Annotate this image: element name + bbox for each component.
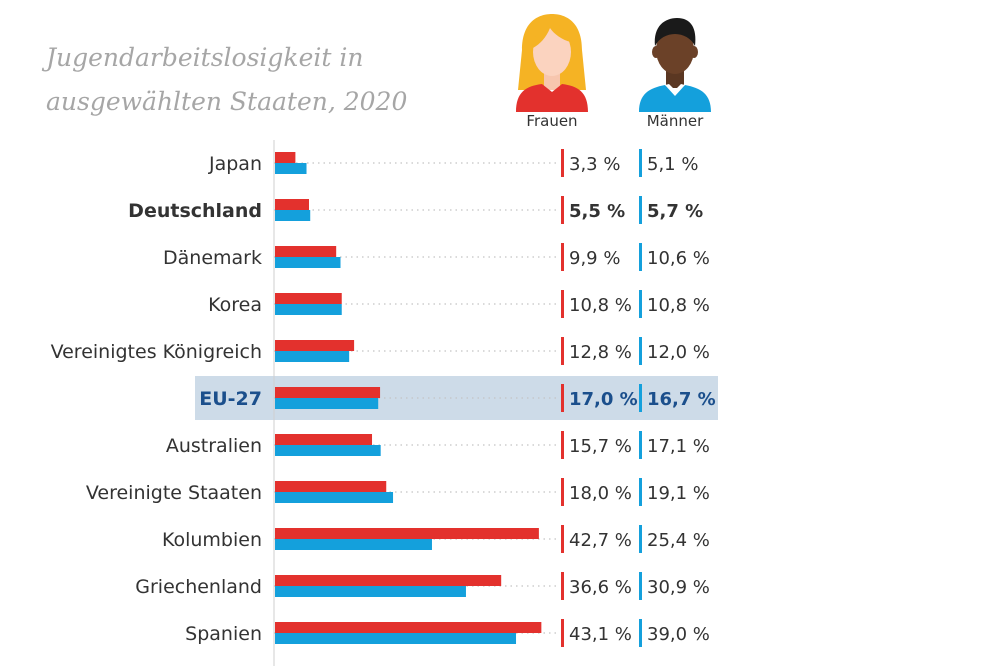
value-label-frauen: 43,1 % [569, 624, 632, 645]
category-label: Vereinigte Staaten [86, 482, 262, 504]
marker-frauen [561, 478, 564, 506]
value-label-frauen: 42,7 % [569, 530, 632, 551]
value-label-frauen: 10,8 % [569, 295, 632, 316]
value-label-maenner: 5,7 % [647, 201, 703, 222]
value-label-maenner: 19,1 % [647, 483, 710, 504]
marker-maenner [639, 337, 642, 365]
bar-maenner [275, 633, 517, 644]
bar-maenner [275, 445, 381, 456]
marker-maenner [639, 196, 642, 224]
legend-men-label: Männer [646, 112, 704, 130]
value-label-frauen: 15,7 % [569, 436, 632, 457]
bar-maenner [275, 304, 342, 315]
bar-maenner [275, 257, 341, 268]
marker-frauen [561, 149, 564, 177]
value-label-maenner: 12,0 % [647, 342, 710, 363]
value-label-frauen: 3,3 % [569, 154, 620, 175]
marker-frauen [561, 337, 564, 365]
value-label-frauen: 36,6 % [569, 577, 632, 598]
value-label-maenner: 10,6 % [647, 248, 710, 269]
bar-frauen [275, 622, 542, 633]
bar-maenner [275, 539, 432, 550]
marker-frauen [561, 431, 564, 459]
category-label: Australien [166, 435, 262, 457]
marker-maenner [639, 290, 642, 318]
marker-maenner [639, 619, 642, 647]
marker-frauen [561, 243, 564, 271]
bar-maenner [275, 398, 379, 409]
bar-frauen [275, 387, 381, 398]
bar-frauen [275, 152, 296, 163]
category-label: Deutschland [128, 200, 262, 222]
bar-maenner [275, 351, 350, 362]
value-label-frauen: 12,8 % [569, 342, 632, 363]
bar-maenner [275, 492, 394, 503]
marker-frauen [561, 619, 564, 647]
chart-title-line-2: ausgewählten Staaten, 2020 [46, 87, 408, 116]
value-label-frauen: 9,9 % [569, 248, 620, 269]
bar-frauen [275, 481, 387, 492]
bar-frauen [275, 293, 342, 304]
bar-frauen [275, 246, 337, 257]
category-label: Kolumbien [162, 529, 262, 551]
value-label-frauen: 17,0 % [569, 389, 638, 410]
marker-frauen [561, 572, 564, 600]
marker-maenner [639, 431, 642, 459]
bar-maenner [275, 586, 466, 597]
marker-maenner [639, 243, 642, 271]
chart-title: Jugendarbeitslosigkeit in ausgewählten S… [46, 36, 466, 124]
marker-maenner [639, 384, 642, 412]
marker-maenner [639, 572, 642, 600]
value-label-frauen: 18,0 % [569, 483, 632, 504]
marker-frauen [561, 525, 564, 553]
category-label: Japan [208, 153, 262, 175]
woman-avatar-icon [516, 14, 588, 112]
value-label-maenner: 17,1 % [647, 436, 710, 457]
bar-frauen [275, 434, 373, 445]
category-label: Spanien [185, 623, 262, 645]
value-label-maenner: 10,8 % [647, 295, 710, 316]
marker-frauen [561, 384, 564, 412]
category-label: Dänemark [163, 247, 262, 269]
value-label-frauen: 5,5 % [569, 201, 625, 222]
value-label-maenner: 39,0 % [647, 624, 710, 645]
category-label: Griechenland [135, 576, 262, 598]
value-label-maenner: 5,1 % [647, 154, 698, 175]
bar-frauen [275, 340, 355, 351]
marker-frauen [561, 196, 564, 224]
marker-maenner [639, 149, 642, 177]
marker-maenner [639, 478, 642, 506]
marker-maenner [639, 525, 642, 553]
bar-frauen [275, 528, 539, 539]
category-label: EU-27 [199, 388, 262, 410]
legend-women-label: Frauen [526, 112, 578, 130]
value-label-maenner: 25,4 % [647, 530, 710, 551]
bar-frauen [275, 199, 309, 210]
bar-maenner [275, 210, 311, 221]
value-label-maenner: 30,9 % [647, 577, 710, 598]
category-label: Korea [208, 294, 262, 316]
bar-frauen [275, 575, 502, 586]
category-label: Vereinigtes Königreich [51, 341, 262, 363]
chart-title-line-1: Jugendarbeitslosigkeit in [46, 43, 364, 72]
man-avatar-icon [639, 18, 711, 112]
marker-frauen [561, 290, 564, 318]
bar-maenner [275, 163, 307, 174]
value-label-maenner: 16,7 % [647, 389, 716, 410]
